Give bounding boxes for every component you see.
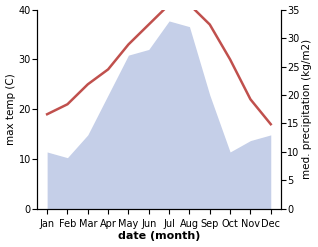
Y-axis label: max temp (C): max temp (C) xyxy=(5,73,16,145)
X-axis label: date (month): date (month) xyxy=(118,231,200,242)
Y-axis label: med. precipitation (kg/m2): med. precipitation (kg/m2) xyxy=(302,39,313,179)
